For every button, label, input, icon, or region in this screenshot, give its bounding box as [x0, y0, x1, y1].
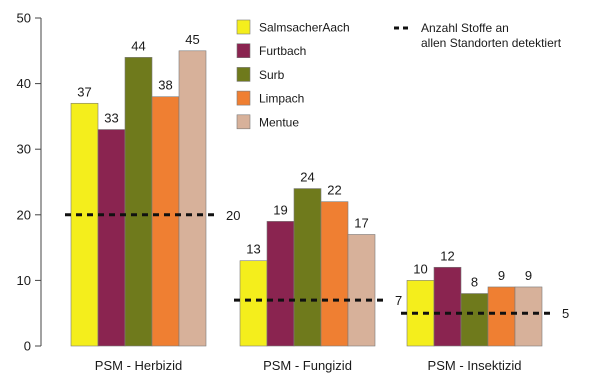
bar-value-label: 45: [185, 32, 199, 47]
bar: [70, 102, 99, 347]
legend-label: Furtbach: [259, 44, 306, 58]
bar: [178, 50, 207, 347]
legend-reference-label: Anzahl Stoffe an: [421, 21, 509, 35]
bar: [266, 221, 295, 347]
bar: [239, 260, 268, 347]
category-label: PSM - Fungizid: [263, 358, 352, 373]
legend-swatch: [236, 67, 251, 82]
legend-label: Surb: [259, 68, 285, 82]
bar-value-label: 9: [498, 268, 505, 283]
category-label: PSM - Insektizid: [428, 358, 522, 373]
category-label: PSM - Herbizid: [95, 358, 182, 373]
reference-value-label: 20: [226, 208, 240, 223]
legend: SalmsacherAach Furtbach Surb Limpach Mentue A…: [236, 19, 562, 130]
reference-value-label: 7: [395, 293, 402, 308]
bar-value-label: 12: [440, 248, 454, 263]
bar: [293, 188, 322, 347]
bar: [433, 266, 462, 347]
y-tick-label: 40: [17, 76, 31, 91]
bar: [347, 234, 376, 347]
y-tick-label: 10: [17, 273, 31, 288]
bar-value-label: 19: [273, 202, 287, 217]
legend-swatch: [236, 19, 251, 35]
axes: 0 10 20 30 40 50: [17, 11, 42, 354]
bar: [97, 129, 126, 347]
bar: [124, 57, 153, 347]
bar-value-label: 44: [131, 38, 145, 53]
bar: [406, 280, 435, 347]
bar: [151, 96, 180, 347]
bar: [514, 286, 543, 347]
legend-label: Mentue: [259, 115, 299, 129]
bar-value-label: 38: [158, 78, 172, 93]
y-tick-label: 50: [17, 11, 31, 26]
legend-swatch: [236, 43, 251, 59]
bar: [460, 293, 489, 347]
legend-swatch: [236, 114, 251, 130]
bar: [487, 286, 516, 347]
bar-value-label: 37: [77, 84, 91, 99]
bar-value-label: 17: [354, 215, 368, 230]
legend-label: Limpach: [259, 92, 304, 106]
legend-swatch: [236, 90, 251, 106]
bar-value-label: 33: [104, 111, 118, 126]
y-tick-label: 0: [24, 339, 31, 354]
bar-value-label: 24: [300, 170, 314, 185]
bar-value-label: 13: [246, 242, 260, 257]
bar-value-label: 9: [525, 268, 532, 283]
data-labels: 37 33 44 38 45 PSM - Herbizid 13 19 24 22 17 PSM - …: [77, 32, 532, 373]
bar-value-label: 22: [327, 183, 341, 198]
bar-value-label: 10: [413, 261, 427, 276]
legend-label: SalmsacherAach: [259, 21, 350, 35]
y-tick-label: 30: [17, 142, 31, 157]
y-tick-label: 20: [17, 207, 31, 222]
bar-value-label: 8: [471, 275, 478, 290]
bars: [70, 50, 543, 347]
reference-value-label: 5: [562, 306, 569, 321]
legend-reference-label: allen Standorten detektiert: [421, 36, 562, 50]
bar: [320, 201, 349, 347]
